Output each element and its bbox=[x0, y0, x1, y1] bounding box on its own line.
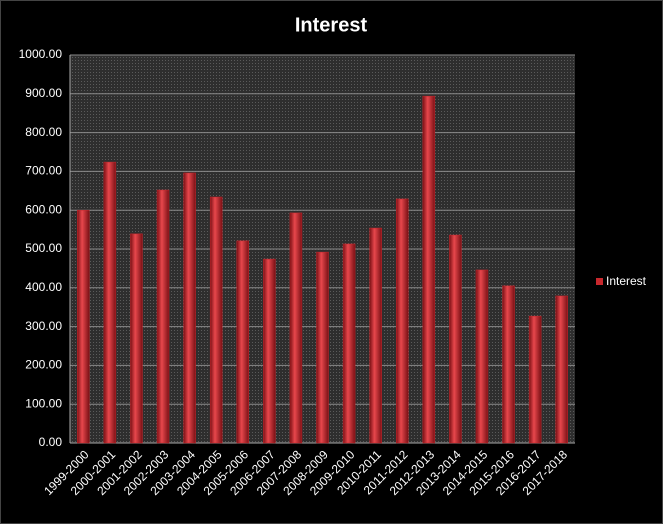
bar bbox=[316, 251, 329, 444]
bar bbox=[449, 234, 462, 444]
y-tick-label: 400.00 bbox=[25, 280, 62, 294]
bar bbox=[342, 243, 356, 444]
y-tick-label: 0.00 bbox=[39, 435, 63, 449]
y-tick-label: 600.00 bbox=[25, 202, 62, 216]
y-tick-label: 1000.00 bbox=[19, 47, 63, 61]
legend-label: Interest bbox=[606, 274, 647, 288]
y-tick-label: 500.00 bbox=[25, 241, 62, 255]
bar bbox=[103, 161, 117, 444]
bar bbox=[395, 198, 409, 444]
bar bbox=[77, 209, 90, 444]
bar bbox=[263, 258, 276, 444]
chart-title: Interest bbox=[295, 14, 368, 36]
bar bbox=[369, 227, 382, 444]
bar bbox=[130, 233, 143, 444]
bar bbox=[422, 95, 436, 444]
y-tick-label: 900.00 bbox=[25, 86, 62, 100]
bar bbox=[236, 240, 250, 444]
legend-swatch bbox=[596, 278, 603, 285]
y-tick-label: 800.00 bbox=[25, 125, 62, 139]
y-tick-label: 100.00 bbox=[25, 396, 62, 410]
y-tick-label: 700.00 bbox=[25, 164, 62, 178]
bar bbox=[502, 285, 515, 444]
bar bbox=[528, 315, 542, 444]
y-tick-label: 200.00 bbox=[25, 358, 62, 372]
bar bbox=[555, 295, 568, 444]
bar bbox=[183, 172, 196, 444]
y-tick-label: 300.00 bbox=[25, 319, 62, 333]
bar bbox=[289, 212, 303, 444]
bar bbox=[475, 269, 489, 444]
bar bbox=[209, 196, 223, 444]
bar bbox=[156, 189, 170, 444]
